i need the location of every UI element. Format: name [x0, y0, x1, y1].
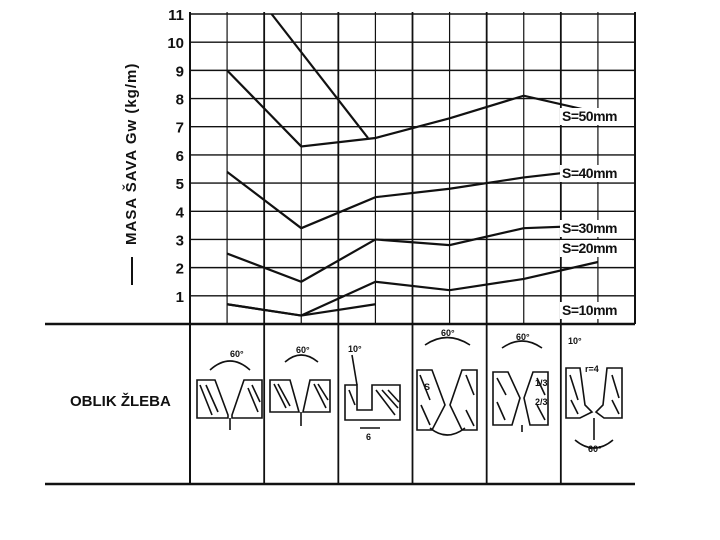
groove-s-label: S — [424, 382, 430, 392]
groove-angle-7: 60° — [588, 444, 602, 454]
series-line — [226, 167, 599, 230]
series-labels: S=50mm S=40mm S=30mm S=20mm S=10mm — [560, 108, 632, 319]
groove-radius-label: r=4 — [585, 364, 599, 374]
grid-lines — [190, 12, 635, 484]
groove-ratio-2: 2/3 — [535, 397, 548, 407]
groove-angle-4: 60° — [441, 328, 455, 338]
y-tick-label: 6 — [176, 148, 184, 165]
series-label: S=10mm — [562, 302, 617, 318]
y-tick-label: 8 — [176, 92, 184, 109]
series-line — [226, 303, 376, 317]
y-tick-label: 10 — [167, 35, 184, 52]
groove-u-icon: 10° 6 — [344, 344, 401, 442]
groove-angle-1: 60° — [230, 349, 244, 359]
groove-ratio-1: 1/3 — [535, 378, 548, 388]
y-tick-label: 7 — [176, 120, 184, 137]
groove-shapes: 60° 60° 10° 6 60° S — [196, 328, 623, 454]
y-tick-label: 11 — [168, 7, 184, 24]
series-label: S=50mm — [562, 108, 617, 124]
series-line — [226, 69, 599, 148]
series-label-bg — [560, 240, 632, 257]
groove-x-icon: 60° S — [416, 328, 478, 436]
groove-angle-3: 10° — [348, 344, 362, 354]
series-label-bg — [560, 108, 632, 125]
series-label: S=40mm — [562, 165, 617, 181]
groove-row-label: OBLIK ŽLEBA — [70, 392, 171, 410]
series-label: S=30mm — [562, 220, 617, 236]
groove-angle-5: 60° — [516, 332, 530, 342]
series-label: S=20mm — [562, 240, 617, 256]
y-axis-title: MASA ŠAVA Gw (kg/m) — [122, 63, 140, 285]
groove-v-icon: 60° — [196, 349, 263, 430]
groove-u-v-icon: 10° 60° r=4 — [565, 336, 623, 454]
y-tick-label: 9 — [176, 63, 184, 80]
y-tick-labels: 1 2 3 4 5 6 7 8 9 10 11 — [167, 7, 184, 306]
y-tick-label: 5 — [176, 176, 184, 193]
series-lines — [226, 13, 599, 317]
groove-angle-6: 10° — [568, 336, 582, 346]
groove-angle-2: 60° — [296, 345, 310, 355]
groove-gap-label: 6 — [366, 432, 371, 442]
y-tick-label: 3 — [176, 232, 184, 249]
y-tick-label: 4 — [176, 204, 185, 221]
plot-area — [45, 12, 636, 486]
y-tick-label: 2 — [176, 261, 184, 278]
y-axis-label: MASA ŠAVA Gw (kg/m) — [122, 63, 140, 245]
series-line — [226, 224, 598, 283]
series-line-upper — [270, 13, 369, 139]
series-label-bg — [560, 220, 632, 237]
groove-v-root-icon: 60° — [269, 345, 331, 426]
groove-asym-x-icon: 60° 1/3 2/3 — [492, 332, 549, 432]
series-label-bg — [560, 165, 632, 182]
y-tick-label: 1 — [176, 289, 184, 306]
series-label-bg — [560, 302, 632, 319]
